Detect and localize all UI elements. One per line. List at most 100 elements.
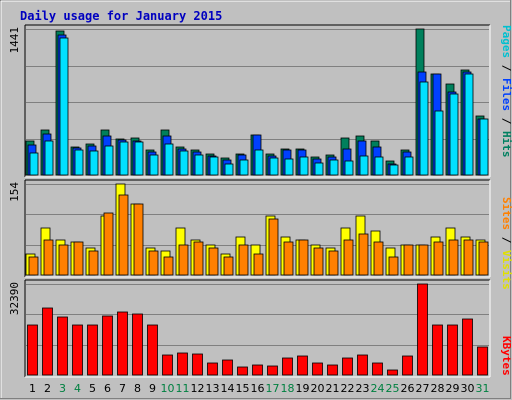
bar-pages-day-17 <box>269 157 279 176</box>
bar-pages-day-26 <box>404 156 414 176</box>
bar-pages-day-2 <box>44 140 54 176</box>
legend-sites-visits: Sites / Visits <box>500 197 512 290</box>
bar-pages-day-27 <box>419 81 429 176</box>
bar-kbytes-day-23 <box>357 354 368 376</box>
bar-sites-day-10 <box>163 256 174 276</box>
bar-pages-day-22 <box>344 160 354 176</box>
x-tick-label: 17 <box>266 382 280 395</box>
bar-pages-day-11 <box>179 150 189 176</box>
x-tick-label: 21 <box>326 382 340 395</box>
x-tick-label: 27 <box>416 382 430 395</box>
x-tick-label: 1 <box>29 382 36 395</box>
x-tick-label: 13 <box>206 382 220 395</box>
bar-sites-day-4 <box>73 241 84 276</box>
bar-kbytes-day-16 <box>252 364 263 376</box>
x-axis-labels: 1 2 3 4 5 6 7 8 9 10 11 12 13 14 15 16 17 18 19 20 21 22 23 24 2… <box>29 382 490 395</box>
x-tick-label: 14 <box>221 382 235 395</box>
panel-pages-files-hits: 1441 <box>8 24 491 178</box>
bar-sites-day-11 <box>178 244 189 276</box>
bar-sites-day-30 <box>463 239 474 276</box>
y-max-label: 1441 <box>8 27 21 54</box>
x-tick-label: 28 <box>431 382 445 395</box>
bar-kbytes-day-11 <box>177 352 188 376</box>
x-tick-label: 24 <box>371 382 385 395</box>
bar-pages-day-4 <box>74 149 84 176</box>
bar-pages-day-5 <box>89 150 99 176</box>
x-tick-label: 11 <box>176 382 190 395</box>
bar-pages-day-21 <box>329 159 339 176</box>
bar-sites-day-23 <box>358 233 369 276</box>
x-tick-label: 5 <box>89 382 96 395</box>
bar-kbytes-day-9 <box>147 324 158 376</box>
x-tick-label: 12 <box>191 382 205 395</box>
x-tick-label: 26 <box>401 382 415 395</box>
bar-pages-day-12 <box>194 154 204 176</box>
panel-visits-sites: 154 <box>8 179 491 278</box>
legend-entry: Files <box>500 78 512 111</box>
legend-entry: Hits <box>500 131 512 158</box>
bar-sites-day-26 <box>403 244 414 276</box>
bar-kbytes-day-25 <box>387 369 398 376</box>
bar-sites-day-7 <box>118 194 129 276</box>
x-tick-label: 7 <box>119 382 126 395</box>
bar-kbytes-day-19 <box>297 355 308 376</box>
bar-pages-day-18 <box>284 158 294 176</box>
bar-pages-day-3 <box>59 37 69 176</box>
legend-entry: / <box>500 111 512 131</box>
x-tick-label: 9 <box>149 382 156 395</box>
bar-pages-day-31 <box>479 118 489 176</box>
bar-pages-day-7 <box>119 141 129 176</box>
bar-sites-day-20 <box>313 247 324 276</box>
bar-kbytes-day-1 <box>27 324 38 376</box>
bar-kbytes-day-20 <box>312 362 323 376</box>
bar-sites-day-25 <box>388 256 399 276</box>
legend-entry: Pages <box>500 25 512 58</box>
x-tick-label: 22 <box>341 382 355 395</box>
legend-entry: Visits <box>500 250 512 290</box>
bar-sites-day-14 <box>223 256 234 276</box>
chart-legends: Pages / Files / Hits Sites / Visits KBytes <box>500 25 512 376</box>
x-tick-label: 18 <box>281 382 295 395</box>
legend-entry: Sites <box>500 197 512 230</box>
bar-pages-day-30 <box>464 73 474 176</box>
bar-pages-day-14 <box>224 163 234 176</box>
x-tick-label: 16 <box>251 382 265 395</box>
bar-kbytes-day-8 <box>132 313 143 376</box>
bar-pages-day-10 <box>164 143 174 176</box>
chart-title: Daily usage for January 2015 <box>20 9 222 23</box>
bar-kbytes-day-28 <box>432 324 443 376</box>
bar-kbytes-day-27 <box>417 283 428 376</box>
bar-pages-day-28 <box>434 110 444 176</box>
bar-sites-day-24 <box>373 241 384 276</box>
bar-kbytes-day-3 <box>57 316 68 376</box>
bar-kbytes-day-24 <box>372 362 383 376</box>
bar-kbytes-day-21 <box>327 364 338 376</box>
bar-kbytes-day-2 <box>42 307 53 376</box>
bar-sites-day-17 <box>268 218 279 276</box>
bar-sites-day-5 <box>88 250 99 276</box>
bar-pages-day-1 <box>29 152 39 176</box>
bar-kbytes-day-31 <box>477 346 488 376</box>
bar-sites-day-21 <box>328 250 339 276</box>
bar-kbytes-day-6 <box>102 315 113 376</box>
bar-kbytes-day-30 <box>462 318 473 376</box>
bar-sites-day-1 <box>28 256 39 276</box>
bar-kbytes-day-4 <box>72 324 83 376</box>
legend-entry: KBytes <box>500 336 512 376</box>
bar-sites-day-29 <box>448 239 459 276</box>
bar-sites-day-12 <box>193 241 204 276</box>
legend-entry: / <box>500 230 512 250</box>
x-tick-label: 6 <box>104 382 111 395</box>
bar-pages-day-16 <box>254 149 264 176</box>
bar-sites-day-2 <box>43 239 54 276</box>
bar-pages-day-9 <box>149 154 159 176</box>
bar-sites-day-28 <box>433 241 444 276</box>
bar-pages-day-29 <box>449 93 459 176</box>
bar-kbytes-day-7 <box>117 311 128 376</box>
bar-kbytes-day-22 <box>342 357 353 376</box>
bar-sites-day-3 <box>58 244 69 276</box>
x-tick-label: 25 <box>386 382 400 395</box>
bar-pages-day-24 <box>374 156 384 176</box>
x-tick-label: 8 <box>134 382 141 395</box>
